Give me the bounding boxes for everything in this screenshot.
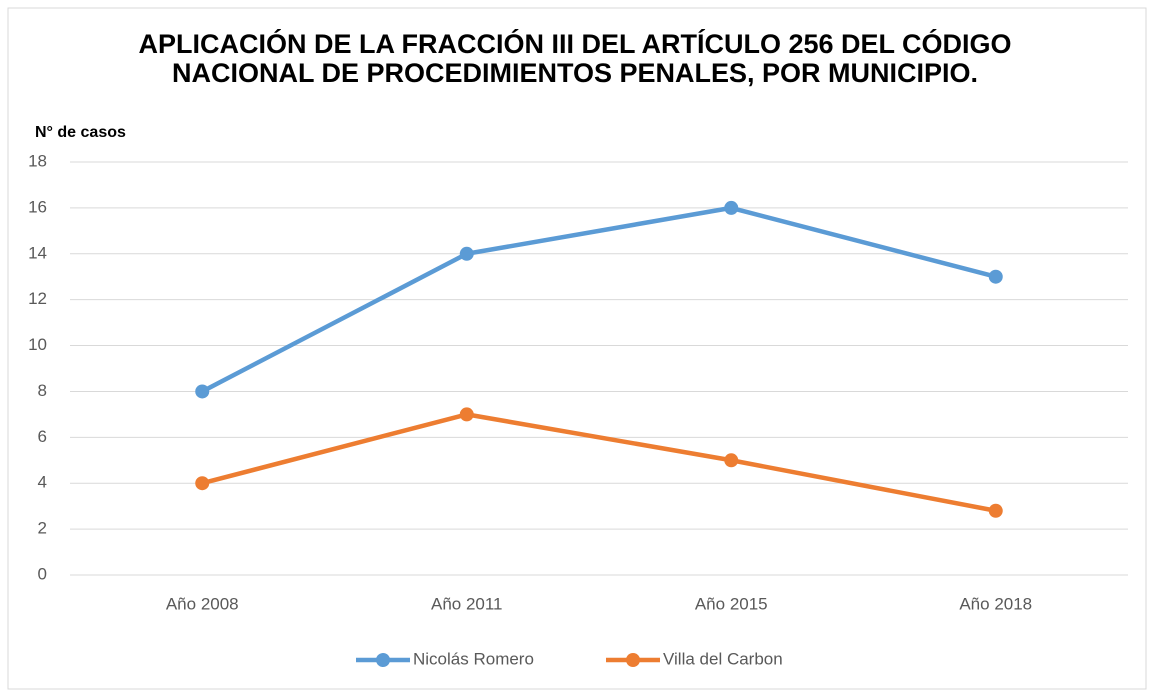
y-tick-label: 12 xyxy=(28,289,47,308)
series-marker xyxy=(988,503,1003,518)
y-tick-label: 16 xyxy=(28,197,47,216)
series-marker xyxy=(459,246,474,261)
chart-title: APLICACIÓN DE LA FRACCIÓN III DEL ARTÍCU… xyxy=(138,29,1012,88)
series-marker xyxy=(195,384,210,399)
x-tick-label: Año 2011 xyxy=(431,594,503,613)
x-tick-label: Año 2015 xyxy=(695,594,768,613)
y-tick-label: 8 xyxy=(38,381,47,400)
series-marker xyxy=(195,476,210,491)
y-tick-label: 4 xyxy=(38,473,47,492)
legend-marker xyxy=(376,653,390,667)
series-marker xyxy=(724,200,739,215)
y-tick-label: 2 xyxy=(38,519,47,538)
y-tick-label: 6 xyxy=(38,427,47,446)
series-line xyxy=(200,412,998,514)
y-axis-label: N° de casos xyxy=(35,124,126,141)
y-tick-label: 10 xyxy=(28,335,47,354)
y-tick-label: 14 xyxy=(28,243,47,262)
series-marker xyxy=(988,269,1003,284)
legend-marker xyxy=(626,653,640,667)
x-tick-label: Año 2008 xyxy=(166,594,239,613)
series-marker xyxy=(724,453,739,468)
x-tick-label: Año 2018 xyxy=(959,594,1032,613)
series-line xyxy=(200,205,998,394)
y-tick-label: 18 xyxy=(28,151,47,170)
series-marker xyxy=(459,407,474,422)
legend-label: Villa del Carbon xyxy=(663,649,783,668)
y-tick-label: 0 xyxy=(38,564,47,583)
legend-label: Nicolás Romero xyxy=(413,649,534,668)
chart-border xyxy=(7,7,1147,690)
